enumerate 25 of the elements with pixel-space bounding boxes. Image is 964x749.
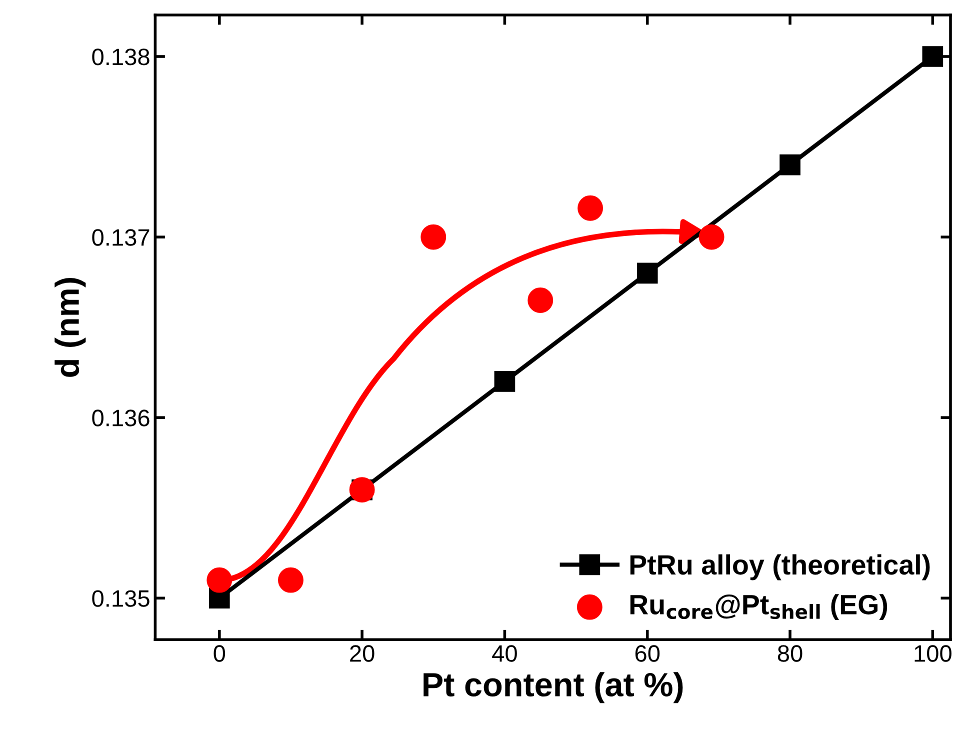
- point: [494, 371, 516, 392]
- x-tick-label: 80: [778, 645, 802, 662]
- x-tick-label: 100: [914, 645, 952, 662]
- point: [780, 154, 800, 176]
- y-tick-label: 0.135: [92, 590, 150, 607]
- point: [698, 224, 724, 250]
- point: [528, 288, 554, 313]
- y-tick-label: 0.136: [92, 410, 150, 426]
- x-tick-label: 0: [214, 645, 226, 662]
- y-tick-label: 0.138: [92, 48, 150, 66]
- y-tick-label: 0.137: [92, 229, 150, 246]
- x-tick-label: 20: [350, 645, 374, 662]
- legend-label: PtRu alloy (theoretical): [630, 554, 930, 580]
- x-tick-label: 40: [492, 645, 517, 662]
- point: [420, 224, 446, 250]
- point: [636, 262, 658, 284]
- legend-label: Ru$_{core}$@Pt$_{shell}$ (EG): [630, 594, 888, 620]
- x-axis-title: Pt content (at %): [424, 672, 683, 704]
- point: [278, 567, 304, 593]
- point: [578, 195, 604, 221]
- point: [349, 477, 375, 503]
- point: [206, 567, 232, 593]
- x-tick-label: 60: [635, 645, 660, 662]
- y-axis-title: d (nm): [54, 278, 86, 377]
- point: [922, 46, 944, 67]
